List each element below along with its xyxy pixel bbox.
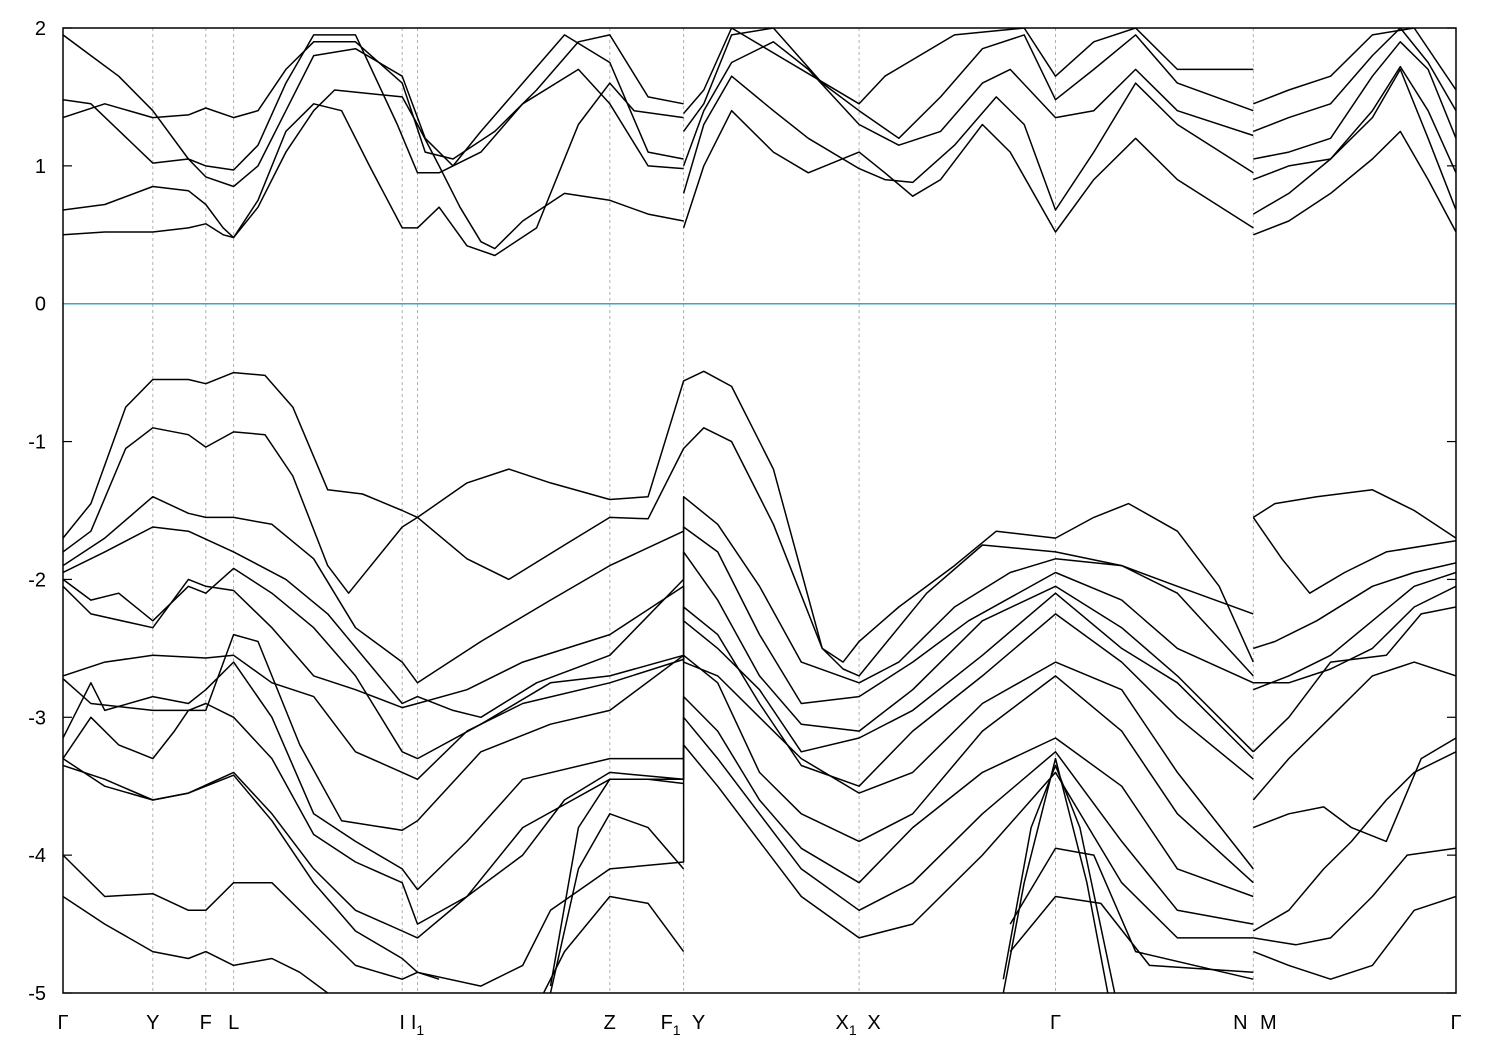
band-line (1253, 65, 1456, 181)
y-tick-label: -3 (28, 707, 46, 729)
band-line (63, 578, 1254, 760)
band-line (1009, 895, 1254, 974)
band-line (63, 716, 1254, 939)
band-line (63, 34, 684, 160)
x-tick-label: F (200, 1012, 212, 1034)
band-line (683, 28, 1254, 114)
band-line (1253, 895, 1456, 980)
x-tick-label: X (867, 1012, 880, 1034)
band-line (1252, 489, 1456, 539)
band-line (63, 495, 1254, 684)
x-tick-label: Γ (1050, 1012, 1061, 1034)
y-tick-label: -4 (28, 845, 46, 867)
x-tick-label: Y (146, 1012, 159, 1034)
y-tick-label: 0 (35, 294, 46, 316)
band-line (549, 813, 685, 993)
band-line (417, 370, 1254, 663)
band-line (682, 41, 1254, 167)
band-line (682, 75, 1254, 211)
bands (63, 28, 1456, 993)
x-tick-label: L (228, 1012, 239, 1034)
y-tick-label: -2 (28, 569, 46, 591)
band-line (542, 895, 685, 993)
band-line (1252, 516, 1456, 594)
y-tick-label: 1 (35, 156, 46, 178)
x-tick-label: X1 (836, 1012, 857, 1038)
band-line (1002, 757, 1109, 993)
x-axis: Γ Y F L I I1 Z F1 Y X1 X Γ N M Γ (57, 1012, 1461, 1038)
band-line (682, 109, 1254, 233)
band-line (63, 427, 1254, 677)
band-line (63, 34, 684, 174)
x-tick-label: F1 (661, 1012, 681, 1038)
band-line (1253, 28, 1456, 105)
x-tick-label: Γ (57, 1012, 68, 1034)
band-line (63, 551, 1254, 760)
band-line (1253, 737, 1456, 843)
band-line (63, 371, 418, 539)
band-line (1253, 130, 1456, 236)
y-tick-label: 2 (35, 18, 46, 40)
band-line (1252, 751, 1456, 932)
band-line (63, 526, 1254, 719)
x-tick-label: M (1260, 1012, 1277, 1034)
band-line (63, 654, 1254, 891)
band-line (1252, 661, 1456, 801)
band-line (1253, 41, 1456, 160)
band-line (63, 695, 1254, 925)
band-line (63, 895, 329, 993)
y-tick-label: -5 (28, 983, 46, 1005)
band-line (1253, 585, 1456, 684)
x-tick-label: Γ (1450, 1012, 1461, 1034)
band-line (1253, 571, 1456, 691)
band-line (1002, 764, 1116, 993)
y-tick-label: -1 (28, 432, 46, 454)
x-tick-label: Y (692, 1012, 705, 1034)
band-line (63, 89, 684, 250)
x-tick-label: I1 (411, 1012, 425, 1038)
band-line (1253, 28, 1456, 133)
kpoint-grid (152, 28, 1254, 993)
x-tick-label: I (399, 1012, 405, 1034)
band-line (1253, 562, 1456, 650)
band-line (63, 82, 684, 257)
band-line (63, 606, 1254, 787)
band-line (1253, 847, 1456, 946)
band-line (549, 778, 684, 987)
x-tick-label: Z (604, 1012, 616, 1034)
plot-frame (62, 27, 1457, 994)
band-line (63, 744, 1254, 987)
band-line (63, 854, 440, 980)
band-line (1252, 606, 1456, 753)
x-tick-label: N (1233, 1012, 1247, 1034)
band-line (1252, 68, 1456, 215)
band-line (682, 28, 1254, 140)
band-line (63, 633, 1254, 870)
band-line (1009, 847, 1254, 980)
